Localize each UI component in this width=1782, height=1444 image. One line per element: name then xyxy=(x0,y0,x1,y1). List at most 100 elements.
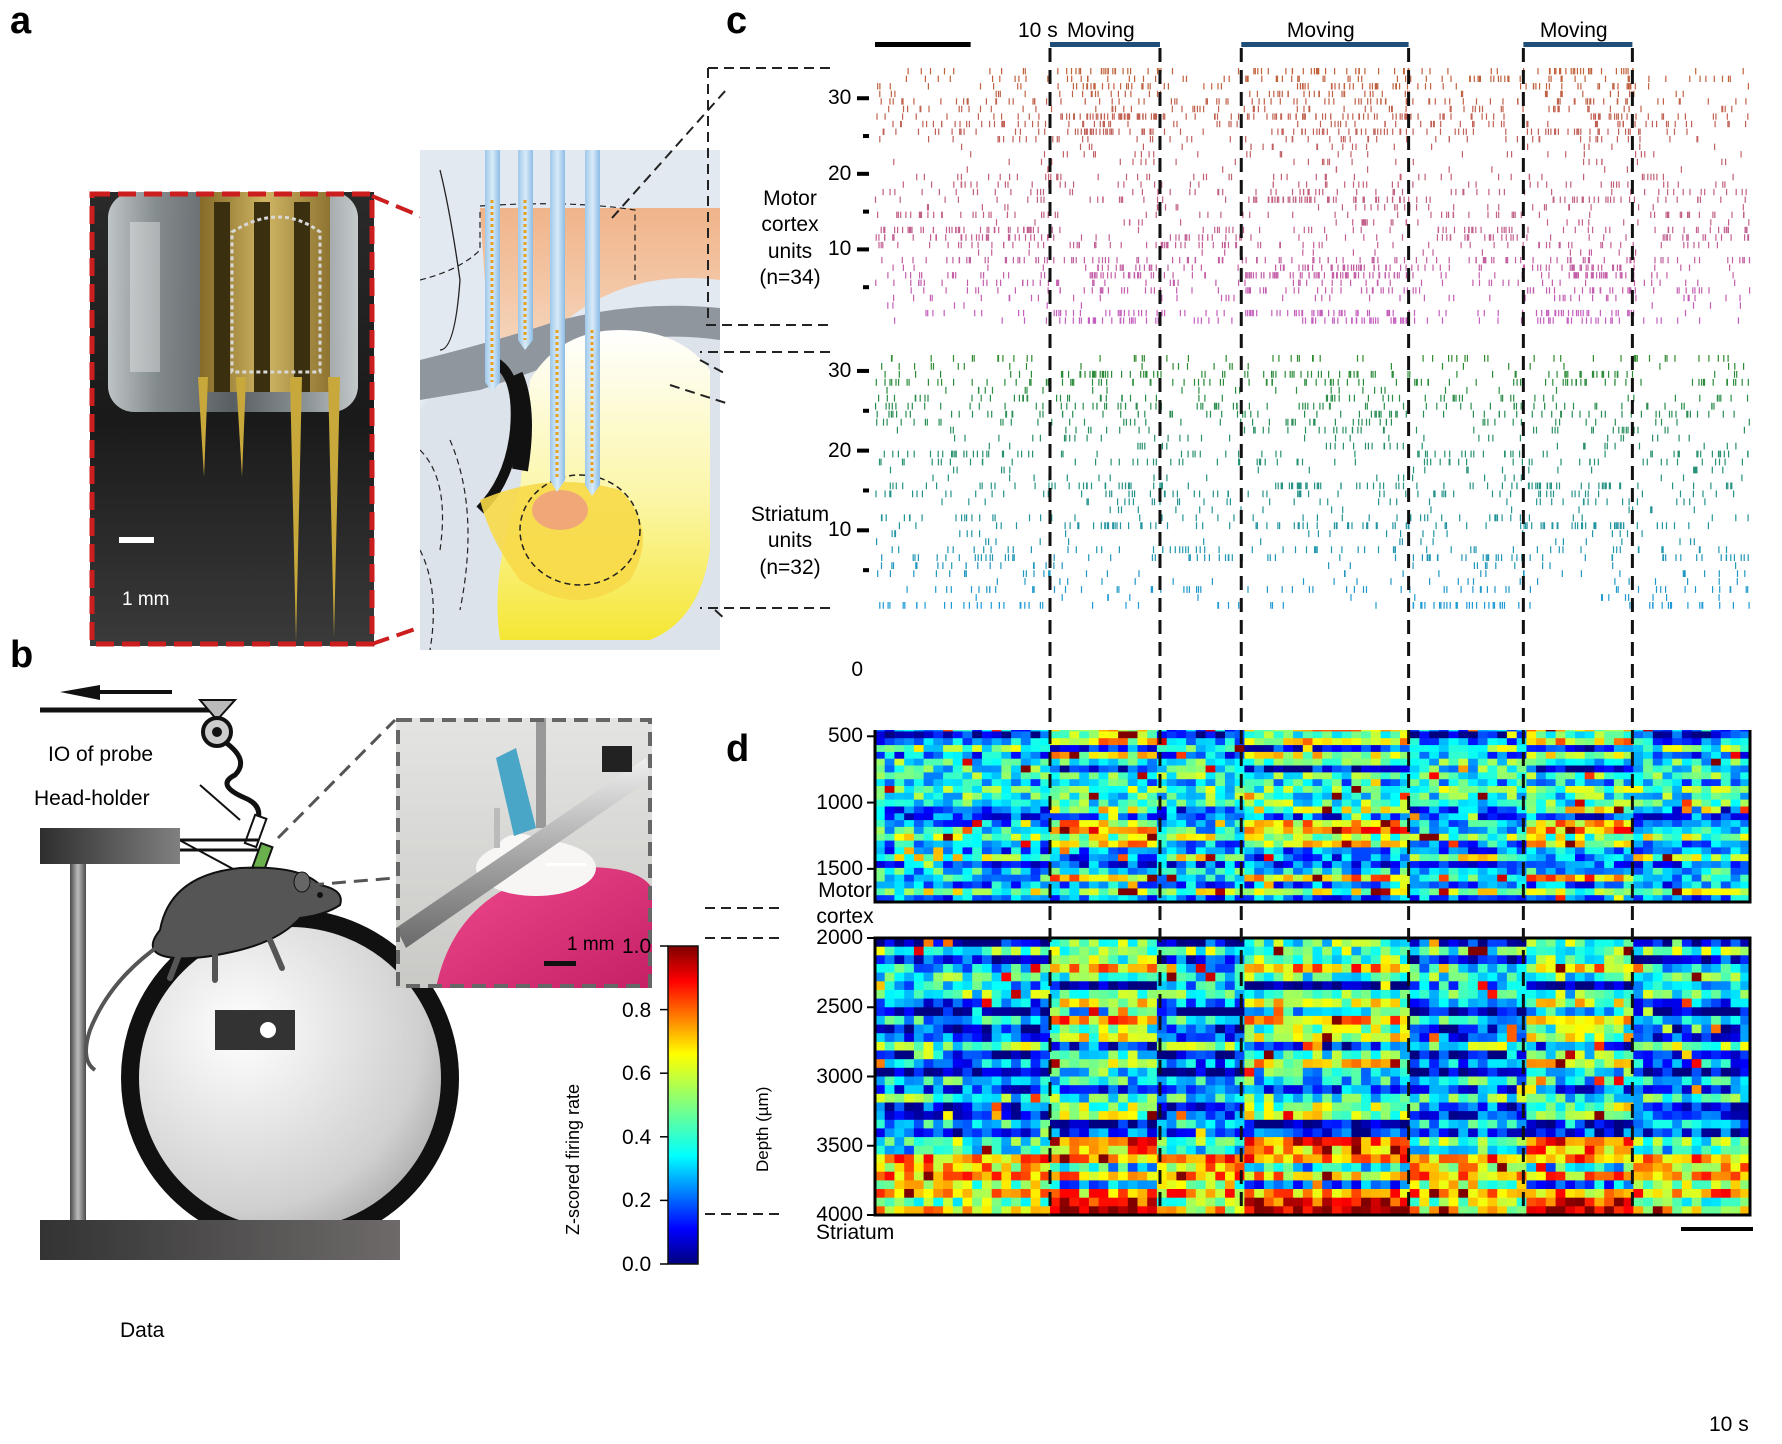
striatum-units-label-line3: (n=32) xyxy=(759,555,821,579)
colorbar-tick-label-0: 1.0 xyxy=(622,935,652,958)
motor-unit-18 xyxy=(882,188,1747,196)
panel-letter-a: a xyxy=(10,0,32,42)
striatum-tick-label-20: 20 xyxy=(828,438,852,462)
striatum-unit-26 xyxy=(875,402,1715,410)
striatum-unit-19 xyxy=(878,458,1743,466)
motor-depth-tick-label-0: 0 xyxy=(851,658,863,681)
striatum-unit-1 xyxy=(879,602,1750,609)
motor-cortex-region-label: Motor cortex xyxy=(790,878,900,931)
motor-unit-26 xyxy=(882,128,1688,135)
probe-photo xyxy=(90,192,374,646)
raster-scale-bar xyxy=(875,42,971,47)
moving-labels: Moving Moving Moving xyxy=(700,0,1782,60)
striatum-units-label: Striatum units (n=32) xyxy=(725,502,855,581)
data-label: Data xyxy=(120,1319,165,1342)
motor-minor-tick-25 xyxy=(863,134,869,139)
moving-period-bar-3 xyxy=(1523,42,1633,47)
motor-unit-2 xyxy=(925,309,1687,317)
striatum-depth-tick-label-2500: 2500 xyxy=(816,995,863,1019)
motor-unit-32 xyxy=(877,83,1749,90)
motor-depth-tick-label-1000: 1000 xyxy=(816,790,863,814)
striatum-unit-25 xyxy=(876,410,1735,418)
moving-label-3: Moving xyxy=(1539,19,1608,42)
motor-unit-25 xyxy=(879,136,1699,143)
colorbar-tick-label-2: 0.6 xyxy=(622,1062,652,1086)
raster-scale-bar-label: 10 s xyxy=(1018,19,1058,42)
motor-cortex-region-line2: cortex xyxy=(816,905,874,929)
motor-unit-27 xyxy=(892,120,1747,128)
colorbar-label: Z-scored firing rate xyxy=(563,1083,583,1235)
moving-period-bar-1 xyxy=(1050,42,1160,47)
striatum-unit-27 xyxy=(878,394,1749,402)
probe-scale-bar-label: 1 mm xyxy=(122,589,170,610)
motor-unit-9 xyxy=(881,257,1751,264)
motor-unit-1 xyxy=(894,317,1739,324)
panel-letter-d: d xyxy=(726,728,750,770)
motor-unit-7 xyxy=(887,272,1734,279)
striatum-unit-13 xyxy=(1109,506,1695,514)
panel-c: Moving Moving Moving 10 s 30 20 10 30 20 10 Mot… xyxy=(700,0,1782,730)
motor-cortex-region-line1: Motor xyxy=(818,879,872,902)
motor-unit-16 xyxy=(926,204,1744,211)
motor-spikes xyxy=(874,68,1751,324)
depth-heatmap xyxy=(705,730,1753,1231)
panel-letter-b: b xyxy=(10,634,34,676)
raster-y-ticks: 30 20 10 30 20 10 xyxy=(700,0,880,730)
striatum-depth-tick-label-2000: 2000 xyxy=(816,926,863,949)
motor-unit-5 xyxy=(910,287,1751,294)
panel-b: Data IO of probe Head-holder xyxy=(0,660,730,1444)
striatum-unit-8 xyxy=(891,546,1728,554)
motor-heatmap xyxy=(875,730,1751,903)
motor-tick-20 xyxy=(857,171,869,176)
striatum-unit-17 xyxy=(932,474,1743,482)
striatum-minor-tick-15 xyxy=(863,488,869,493)
striatum-unit-14 xyxy=(941,498,1706,506)
striatum-unit-22 xyxy=(954,434,1690,442)
moving-period-bar-2 xyxy=(1241,42,1409,47)
motor-unit-28 xyxy=(876,113,1749,120)
mouse-figure xyxy=(151,866,342,960)
striatum-depth-tick-label-3500: 3500 xyxy=(816,1133,863,1157)
motor-minor-tick-15 xyxy=(863,209,869,214)
motor-unit-21 xyxy=(966,166,1682,173)
striatum-unit-3 xyxy=(906,586,1749,593)
photo-scale-bar-label: 1 mm xyxy=(567,934,615,955)
striatum-minor-tick-5 xyxy=(863,568,869,573)
colorbar-tick-label-3: 0.4 xyxy=(622,1125,652,1149)
panel-a: 1 mm xyxy=(0,0,730,660)
striatum-unit-16 xyxy=(889,482,1733,490)
motor-unit-14 xyxy=(995,219,1750,226)
panel-d: 0 500 1000 1500 2000 2500 3000 3500 4000 Motor c… xyxy=(700,658,1782,1444)
striatum-tick-label-30: 30 xyxy=(828,358,852,382)
striatum-spikes xyxy=(875,355,1750,609)
motor-unit-30 xyxy=(880,98,1747,105)
striatum-units-label-line1: Striatum xyxy=(750,503,830,526)
moving-label-2: Moving xyxy=(1286,19,1355,42)
motor-units-label-line1: Motor xyxy=(763,187,817,210)
panel-letter-c: c xyxy=(726,0,748,42)
colorbar-tick-label-5: 0.0 xyxy=(622,1253,652,1276)
striatum-unit-32 xyxy=(890,355,1729,362)
depth-axis-label: Depth (µm) xyxy=(753,1086,772,1172)
striatum-unit-6 xyxy=(880,562,1737,569)
striatum-unit-20 xyxy=(883,450,1749,458)
motor-unit-15 xyxy=(877,211,1745,218)
motor-tick-label-20: 20 xyxy=(828,161,852,185)
motor-unit-20 xyxy=(916,173,1734,181)
motor-units-label: Motor cortex units (n=34) xyxy=(725,186,855,291)
motor-tick-10 xyxy=(857,247,869,252)
spike-raster xyxy=(700,42,1751,730)
motor-unit-34 xyxy=(907,68,1744,75)
motor-tick-label-10: 10 xyxy=(828,237,852,261)
motor-units-label-line4: (n=34) xyxy=(759,265,821,289)
striatum-region-label: Striatum xyxy=(816,1221,895,1244)
mouse-photo xyxy=(396,718,652,988)
colorbar-tick-label-4: 0.2 xyxy=(622,1189,652,1213)
striatum-tick-label-10: 10 xyxy=(828,518,852,542)
striatum-unit-12 xyxy=(880,514,1749,522)
io-of-probe-label: IO of probe xyxy=(48,743,154,766)
motor-unit-11 xyxy=(878,241,1718,249)
striatum-unit-15 xyxy=(875,490,1735,498)
motor-units-label-line2: cortex xyxy=(761,213,819,237)
motor-unit-33 xyxy=(905,75,1731,82)
